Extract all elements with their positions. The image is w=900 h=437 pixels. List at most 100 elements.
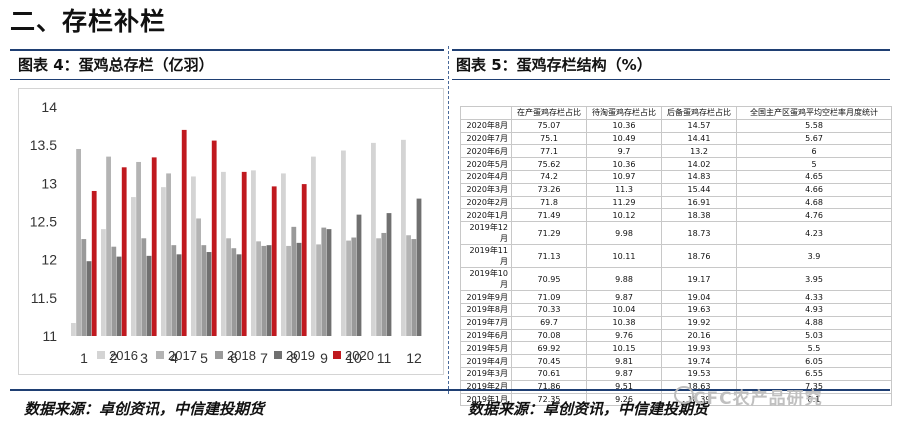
bar-2016 xyxy=(371,142,376,336)
table-cell: 14.02 xyxy=(661,157,737,171)
legend-label-2020: 2020 xyxy=(345,348,374,363)
bar-2017 xyxy=(256,241,261,336)
table-row: 2019年1月 72.35 9.26 18.39 8.1 xyxy=(460,392,892,407)
table-cell: 5.58 xyxy=(736,118,892,133)
bar-2016 xyxy=(191,176,196,336)
bar-2016 xyxy=(221,171,226,336)
bar-2017 xyxy=(76,148,81,336)
watermark: CFC农产品研究 xyxy=(693,389,823,409)
bar-2018 xyxy=(411,239,417,336)
bar-2016 xyxy=(101,229,106,336)
left-panel: 图表 4：蛋鸡总存栏（亿羽） 11 11.5 12 12.5 13 13.5 14 1 2 3 4 5… xyxy=(0,40,447,395)
x-tick-label: 8 xyxy=(290,350,298,366)
table-cell: 4.88 xyxy=(736,315,892,330)
table-cell: 16.91 xyxy=(661,195,737,210)
table-month-cell: 2019年11月 xyxy=(460,244,512,269)
bar-2019 xyxy=(146,255,152,336)
bar-2020 xyxy=(151,157,157,336)
table-cell: 71.49 xyxy=(511,208,587,223)
table-header-cell: 后备蛋鸡存栏占比 xyxy=(661,106,737,120)
bar-2020 xyxy=(241,171,247,336)
table-row: 2019年3月 70.61 9.87 19.53 6.55 xyxy=(460,366,892,381)
table-row: 2020年6月 77.1 9.7 13.2 6 xyxy=(460,144,892,159)
y-tick-label: 12 xyxy=(41,252,57,268)
x-tick-label: 12 xyxy=(406,350,422,366)
table-cell: 9.81 xyxy=(586,354,662,368)
table-cell: 3.95 xyxy=(736,267,892,292)
table-month-cell: 2020年5月 xyxy=(460,157,512,171)
table-cell: 70.33 xyxy=(511,302,587,317)
table-cell: 5.03 xyxy=(736,328,892,343)
table-header-cell xyxy=(460,106,512,120)
bar-2018 xyxy=(261,245,267,336)
table-row: 2019年6月 70.08 9.76 20.16 5.03 xyxy=(460,328,892,343)
table-cell: 19.53 xyxy=(661,366,737,381)
table-row: 2020年3月 73.26 11.3 15.44 4.66 xyxy=(460,182,892,197)
table-cell: 71.8 xyxy=(511,195,587,210)
bar-2018 xyxy=(171,245,177,336)
table-cell: 70.08 xyxy=(511,328,587,343)
table-month-cell: 2019年2月 xyxy=(460,379,512,394)
table-cell: 4.68 xyxy=(736,195,892,210)
left-panel-title: 图表 4：蛋鸡总存栏（亿羽） xyxy=(18,56,214,74)
table-cell: 18.76 xyxy=(661,244,737,269)
table-cell: 4.76 xyxy=(736,208,892,223)
table-cell: 70.61 xyxy=(511,366,587,381)
table-cell: 6.55 xyxy=(736,366,892,381)
table-row: 2019年10月 70.95 9.88 19.17 3.95 xyxy=(460,267,892,292)
x-tick-label: 1 xyxy=(80,350,88,366)
table-cell: 10.38 xyxy=(586,315,662,330)
legend-swatch-2018 xyxy=(215,351,223,359)
bar-2018 xyxy=(141,238,147,336)
legend-swatch-2017 xyxy=(156,351,164,359)
bar-2018 xyxy=(291,226,297,336)
table-cell: 74.2 xyxy=(511,169,587,184)
table-cell: 18.38 xyxy=(661,208,737,223)
bar-2017 xyxy=(166,173,171,336)
table-cell: 14.57 xyxy=(661,118,737,133)
x-tick-label: 9 xyxy=(320,350,328,366)
table-cell: 5.67 xyxy=(736,131,892,146)
table-cell: 75.07 xyxy=(511,118,587,133)
table-cell: 9.51 xyxy=(586,379,662,394)
bar-2019 xyxy=(266,245,272,336)
bar-2018 xyxy=(321,227,327,336)
bar-2018 xyxy=(201,245,207,336)
bottom-rule xyxy=(10,389,890,391)
table-cell: 75.62 xyxy=(511,157,587,171)
table-row: 2019年11月 71.13 10.11 18.76 3.9 xyxy=(460,244,892,269)
table-cell: 14.41 xyxy=(661,131,737,146)
table-cell: 3.9 xyxy=(736,244,892,269)
table-cell: 10.49 xyxy=(586,131,662,146)
bar-2019 xyxy=(176,254,182,336)
legend-swatch-2019 xyxy=(274,351,282,359)
bar-2017 xyxy=(316,244,321,336)
table-cell: 19.92 xyxy=(661,315,737,330)
table-month-cell: 2019年9月 xyxy=(460,290,512,304)
table-cell: 13.2 xyxy=(661,144,737,159)
bar-2017 xyxy=(346,240,351,336)
table-row: 2020年2月 71.8 11.29 16.91 4.68 xyxy=(460,195,892,210)
left-top-rule xyxy=(10,49,444,51)
legend-label-2017: 2017 xyxy=(168,348,197,363)
table-month-cell: 2019年5月 xyxy=(460,341,512,356)
y-tick-label: 14 xyxy=(41,99,57,115)
bar-2019 xyxy=(356,214,362,336)
bar-2020 xyxy=(211,140,217,336)
bar-2019 xyxy=(386,213,392,336)
bar-2017 xyxy=(136,161,141,336)
table-row: 2019年7月 69.7 10.38 19.92 4.88 xyxy=(460,315,892,330)
right-top-rule xyxy=(452,49,890,51)
legend-label-2016: 2016 xyxy=(109,348,138,363)
bar-2018 xyxy=(111,246,117,336)
table-month-cell: 2019年12月 xyxy=(460,221,512,246)
x-tick-label: 11 xyxy=(377,350,392,366)
x-tick-label: 4 xyxy=(170,350,178,366)
table-month-cell: 2020年1月 xyxy=(460,208,512,223)
table-month-cell: 2020年2月 xyxy=(460,195,512,210)
right-panel-title: 图表 5：蛋鸡存栏结构（%） xyxy=(456,56,652,74)
table-month-cell: 2019年8月 xyxy=(460,302,512,317)
table-cell: 10.04 xyxy=(586,302,662,317)
table-cell: 4.23 xyxy=(736,221,892,246)
